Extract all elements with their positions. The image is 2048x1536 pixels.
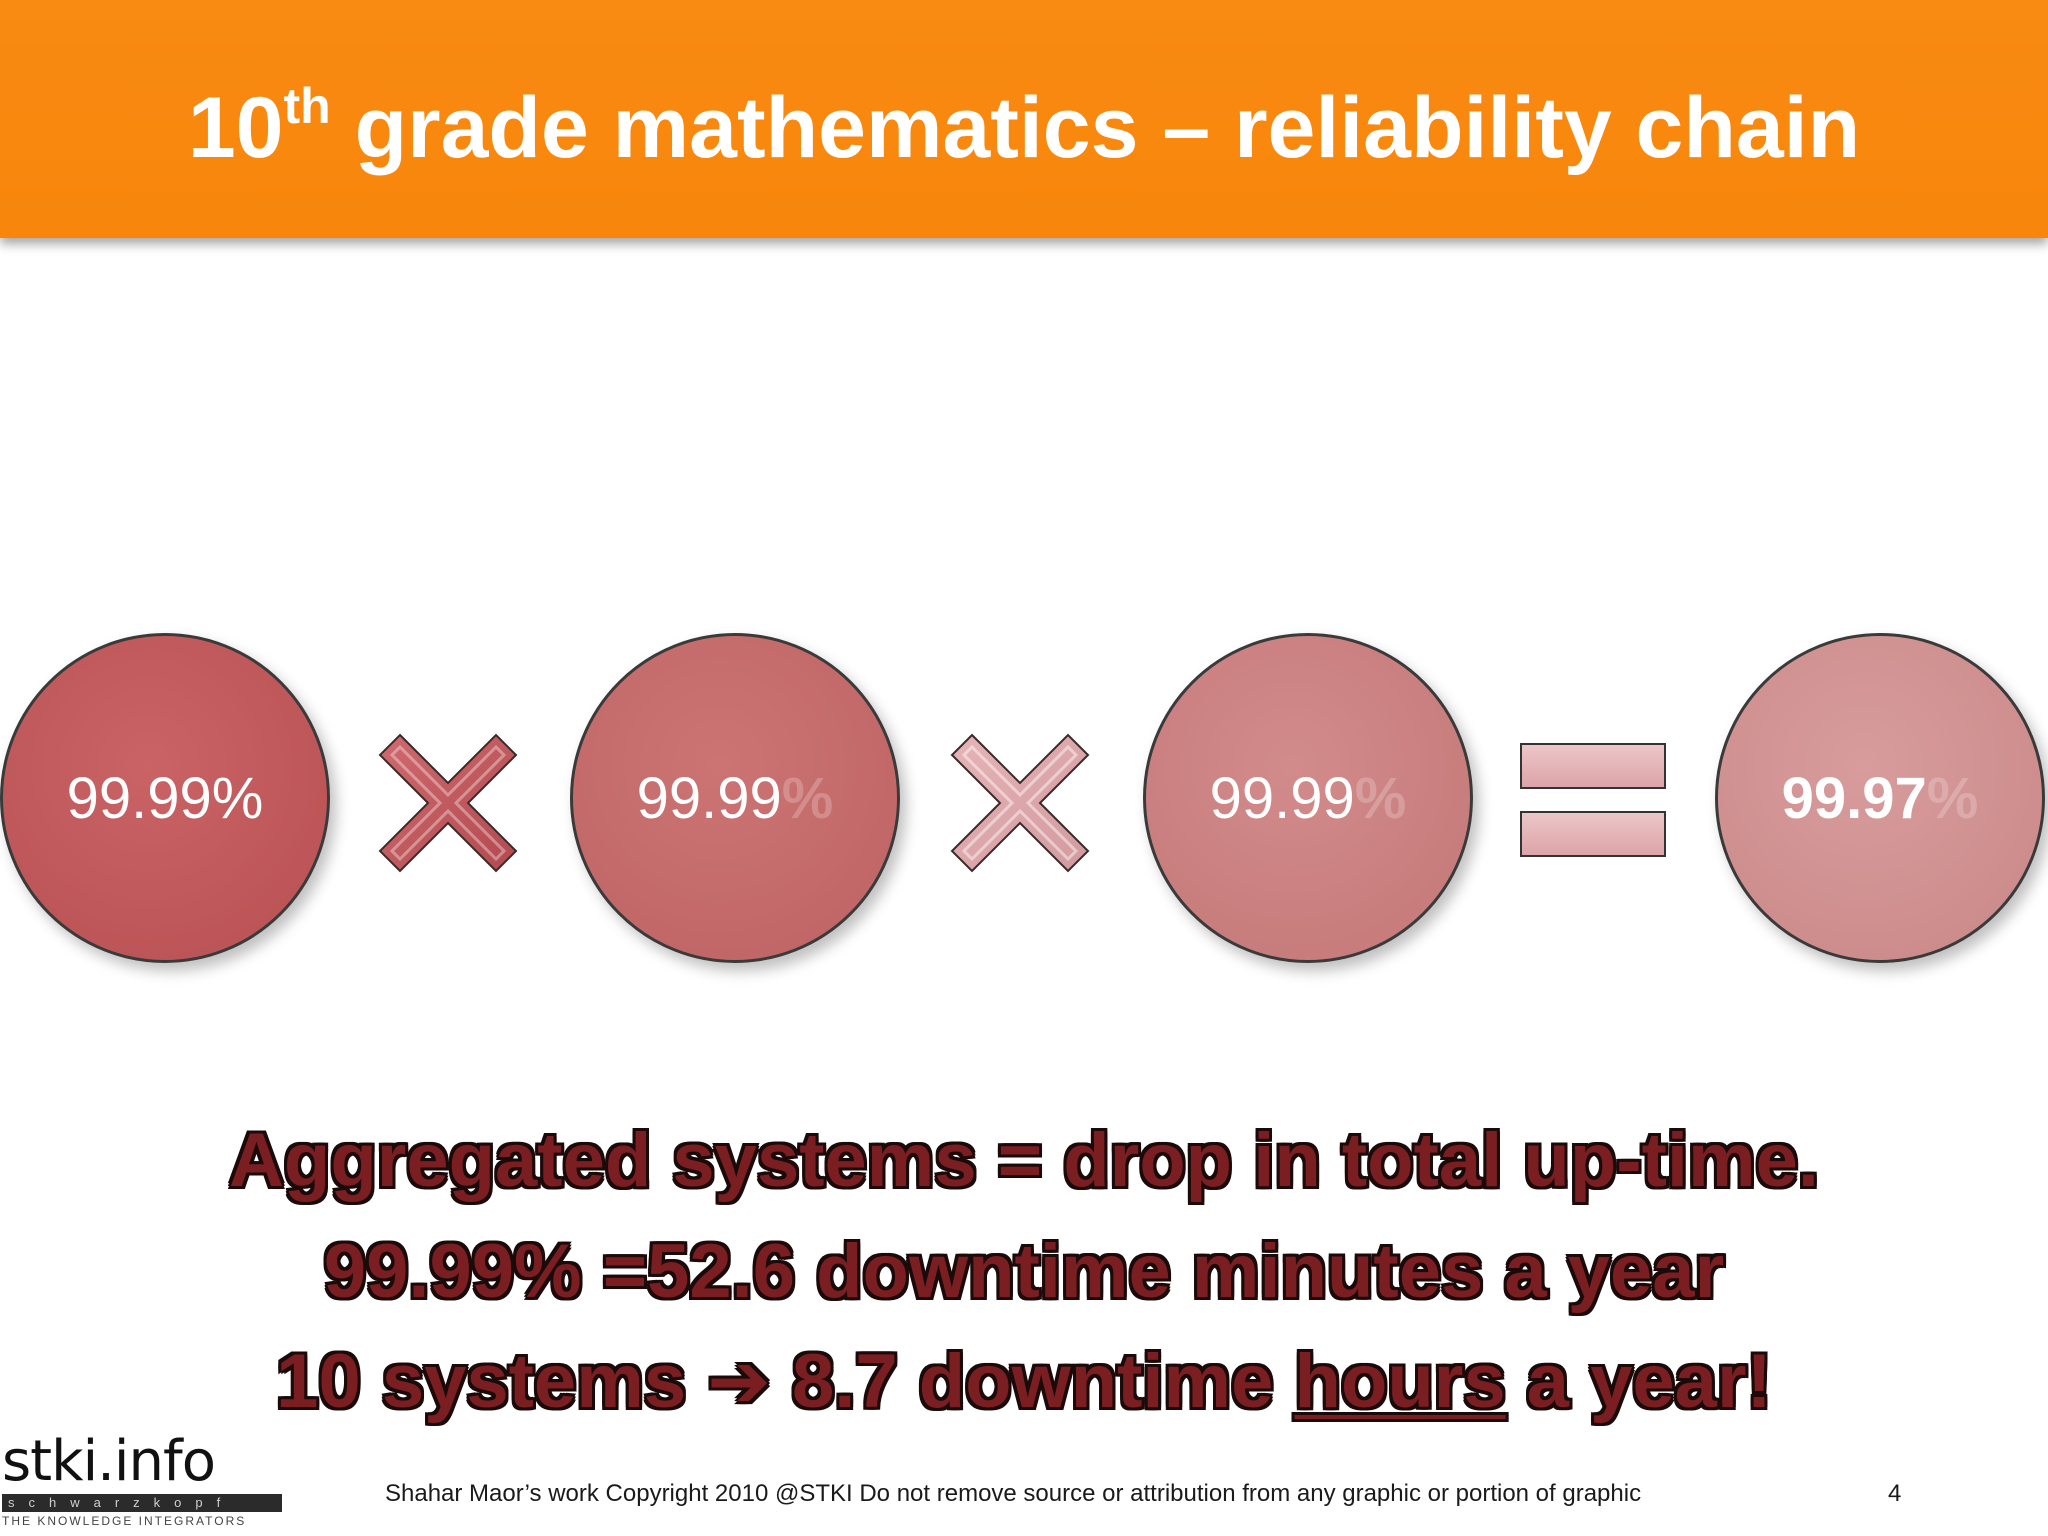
circle-2-percent: % [781,765,834,831]
equals-icon-bottom-bar [1520,811,1666,857]
reliability-circle-2: 99.99% [570,633,900,963]
title-text: grade mathematics – reliability chain [330,80,1861,176]
line3-part-c: a year! [1505,1339,1772,1424]
line3-underlined-word: hours [1294,1339,1506,1424]
reliability-circle-3: 99.99% [1143,633,1473,963]
summary-line-3: 10 systems ➔ 8.7 downtime hours a year! [0,1336,2048,1425]
slide-title: 10th grade mathematics – reliability cha… [0,78,2048,178]
multiply-icon [950,733,1090,873]
circle-3-value: 99.99 [1209,765,1355,831]
stki-logo: stki.info schwarzkopf THE KNOWLEDGE INTE… [2,1432,282,1536]
circle-1-value: 99.99% [66,765,264,831]
circle-3-percent: % [1354,765,1407,831]
logo-bar: schwarzkopf [2,1494,282,1512]
title-banner: 10th grade mathematics – reliability cha… [0,0,2048,238]
logo-wordmark: stki.info [2,1429,216,1494]
reliability-result-circle: 99.97% [1715,633,2045,963]
equals-icon-top-bar [1520,743,1666,789]
summary-line-1: Aggregated systems = drop in total up-ti… [229,1118,1819,1203]
circle-2-value: 99.99 [636,765,782,831]
result-value: 99.97 [1781,765,1927,831]
summary-line-2: 99.99% =52.6 downtime minutes a year [323,1229,1725,1314]
title-number: 10 [187,80,284,176]
logo-tagline: THE KNOWLEDGE INTEGRATORS [2,1514,247,1528]
page-number: 4 [1888,1480,1902,1507]
line3-part-b: 8.7 downtime [770,1339,1295,1424]
multiply-icon [378,733,518,873]
result-percent: % [1926,765,1979,831]
footer-copyright: Shahar Maor’s work Copyright 2010 @STKI … [385,1480,1642,1507]
right-arrow-icon: ➔ [707,1339,771,1424]
line3-part-a: 10 systems [276,1339,708,1424]
title-superscript: th [283,78,331,134]
reliability-circle-1: 99.99% [0,633,330,963]
